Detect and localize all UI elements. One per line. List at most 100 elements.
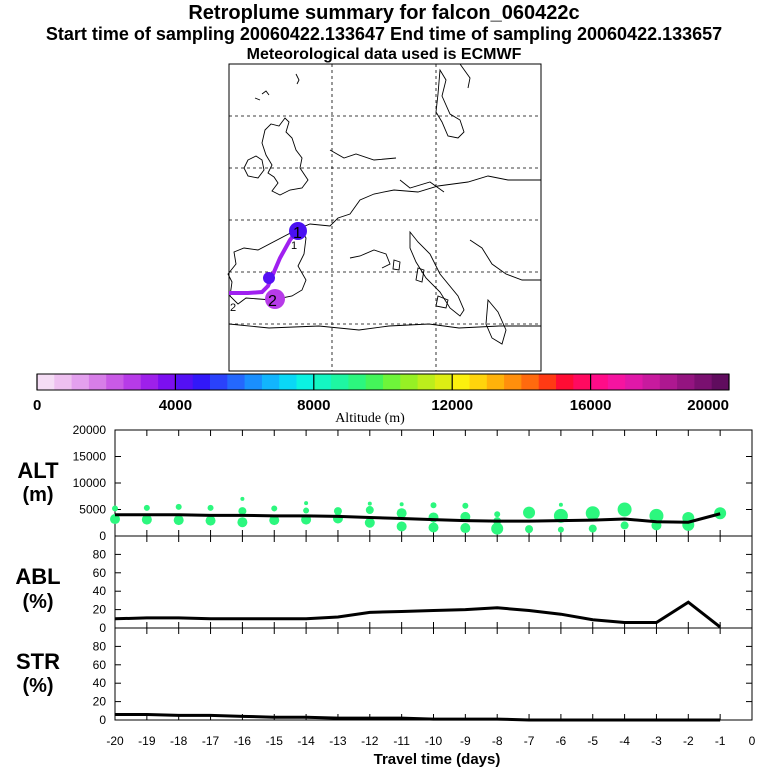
map-gridlines <box>229 64 541 371</box>
abl-fraction-line <box>114 600 722 629</box>
colorbar-swatch <box>331 374 349 390</box>
map-label-2-small: 2 <box>230 302 236 314</box>
altitude-cluster-point <box>364 517 375 528</box>
altitude-cluster-point <box>175 503 182 510</box>
trajectory-point-1 <box>289 222 307 240</box>
colorbar-tick-label: 4000 <box>159 397 192 414</box>
x-tick-label: -13 <box>329 734 347 748</box>
colorbar-swatch <box>469 374 488 390</box>
colorbar-swatch <box>348 374 367 390</box>
x-tick-label: -15 <box>266 734 284 748</box>
colorbar-tick-label: 12000 <box>431 397 473 414</box>
map-label-1-small: 1 <box>291 240 297 252</box>
alt-y-tick-label: 10000 <box>73 476 107 490</box>
str-panel-frame <box>114 627 753 721</box>
altitude-cluster-point <box>205 515 216 526</box>
colorbar-swatch <box>417 374 436 390</box>
alt-axis-title: ALT (m) <box>17 458 59 506</box>
colorbar-swatch <box>677 374 695 390</box>
abl-y-tick-label: 20 <box>93 603 107 617</box>
coastlines <box>227 63 541 345</box>
x-tick-label: -5 <box>587 734 598 748</box>
x-tick-label: -9 <box>460 734 471 748</box>
trajectory-point-mid <box>263 272 275 284</box>
abl-y-tick-label: 0 <box>99 621 106 635</box>
alt-label: ALT <box>17 458 59 483</box>
colorbar-tick-label: 8000 <box>297 397 330 414</box>
colorbar-swatch <box>659 374 678 390</box>
altitude-cluster-point <box>460 523 471 534</box>
colorbar-swatch <box>210 374 228 390</box>
altitude-cluster-point <box>714 507 727 520</box>
altitude-cluster-point <box>303 507 310 514</box>
str-axis-title: STR (%) <box>16 649 60 697</box>
altitude-cluster-point <box>585 506 600 521</box>
altitude-colorbar: 0 4000 8000 12000 16000 20000 <box>33 373 730 414</box>
colorbar-swatch <box>365 374 384 390</box>
colorbar-swatch <box>434 374 453 390</box>
colorbar-swatch <box>521 374 540 390</box>
altitude-cluster-point <box>271 505 278 512</box>
altitude-cluster-point <box>396 508 407 519</box>
altitude-cluster-point <box>141 514 152 525</box>
colorbar-swatch <box>244 374 263 390</box>
altitude-cluster-point <box>620 521 629 530</box>
colorbar-swatch <box>625 374 643 390</box>
colorbar-tick-label: 20000 <box>687 397 729 414</box>
x-tick-label: -16 <box>234 734 252 748</box>
sampling-times: Start time of sampling 20060422.133647 E… <box>45 24 723 44</box>
x-tick-label: -14 <box>297 734 315 748</box>
colorbar-swatch <box>123 374 142 390</box>
altitude-cluster-point <box>365 506 374 515</box>
altitude-cluster-point <box>367 501 372 506</box>
colorbar-swatch <box>642 374 661 390</box>
abl-y-tick-label: 80 <box>93 547 107 561</box>
colorbar-swatch <box>711 374 730 390</box>
altitude-cluster-point <box>207 504 214 511</box>
x-tick-label: -17 <box>202 734 220 748</box>
chart-title: Retroplume summary for falcon_060422c <box>188 2 580 24</box>
abl-y-tick-label: 60 <box>93 566 107 580</box>
map-panel: 1 1 2 2 <box>227 63 542 372</box>
altitude-cluster-point <box>558 502 563 507</box>
colorbar-swatch <box>504 374 522 390</box>
altitude-cluster-point <box>304 501 309 506</box>
colorbar-swatch <box>279 374 297 390</box>
altitude-cluster-point <box>523 506 536 519</box>
colorbar-swatch <box>607 374 626 390</box>
altitude-cluster-point <box>557 526 564 533</box>
colorbar-swatch <box>400 374 419 390</box>
altitude-cluster-point <box>525 525 534 534</box>
colorbar-swatch <box>140 374 159 390</box>
str-label: STR <box>16 649 60 674</box>
str-y-tick-label: 0 <box>99 713 106 727</box>
colorbar-swatch <box>175 374 194 390</box>
colorbar-swatch <box>590 374 609 390</box>
map-label-1: 1 <box>293 225 302 242</box>
map-label-2: 2 <box>268 293 277 310</box>
str-y-tick-label: 80 <box>93 639 107 653</box>
abl-axis-title: ABL (%) <box>15 564 60 613</box>
abl-panel-frame <box>114 535 753 629</box>
alt-unit: (m) <box>22 484 53 506</box>
colorbar-swatch <box>313 374 332 390</box>
alt-y-tick-label: 15000 <box>73 450 107 464</box>
colorbar-swatch <box>158 374 176 390</box>
colorbar-swatch <box>452 374 470 390</box>
x-tick-label: 0 <box>749 734 756 748</box>
x-tick-label: -3 <box>651 734 662 748</box>
altitude-cluster-point <box>112 505 118 512</box>
x-tick-label: -8 <box>492 734 503 748</box>
map-frame <box>228 63 542 372</box>
altitude-cluster-point <box>399 502 404 507</box>
altitude-cluster-point <box>588 524 597 533</box>
altitude-cluster-point <box>617 502 632 517</box>
altitude-cluster-point <box>491 522 504 535</box>
x-tick-label: -18 <box>170 734 188 748</box>
colorbar-label: Altitude (m) <box>335 411 405 426</box>
altitude-cluster-point <box>240 496 245 501</box>
x-tick-label: -2 <box>683 734 694 748</box>
x-tick-label: -20 <box>106 734 124 748</box>
str-y-tick-label: 20 <box>93 695 107 709</box>
